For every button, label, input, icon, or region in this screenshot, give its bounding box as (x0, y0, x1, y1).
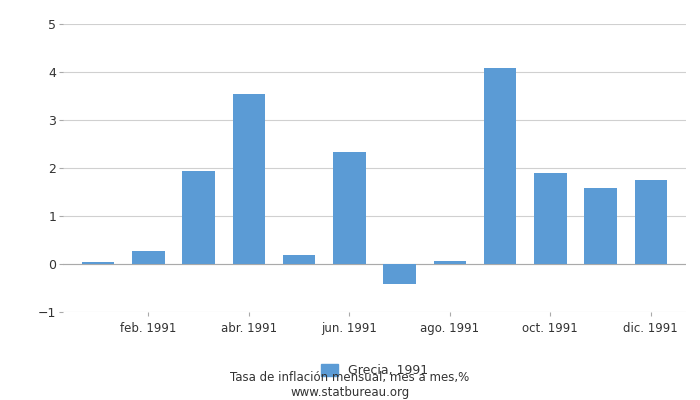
Bar (82, 262, 115, 264)
Bar (584, 188, 617, 264)
Text: Tasa de inflación mensual, mes a mes,%: Tasa de inflación mensual, mes a mes,% (230, 372, 470, 384)
Legend: Grecia, 1991: Grecia, 1991 (321, 364, 428, 377)
Bar (132, 251, 164, 264)
Bar (283, 255, 316, 264)
Bar (333, 152, 365, 264)
Bar (433, 261, 466, 264)
Bar (634, 180, 667, 264)
Bar (484, 68, 517, 264)
Bar (182, 171, 215, 264)
Text: www.statbureau.org: www.statbureau.org (290, 386, 410, 399)
Bar (232, 94, 265, 264)
Bar (384, 264, 416, 284)
Bar (534, 173, 567, 264)
